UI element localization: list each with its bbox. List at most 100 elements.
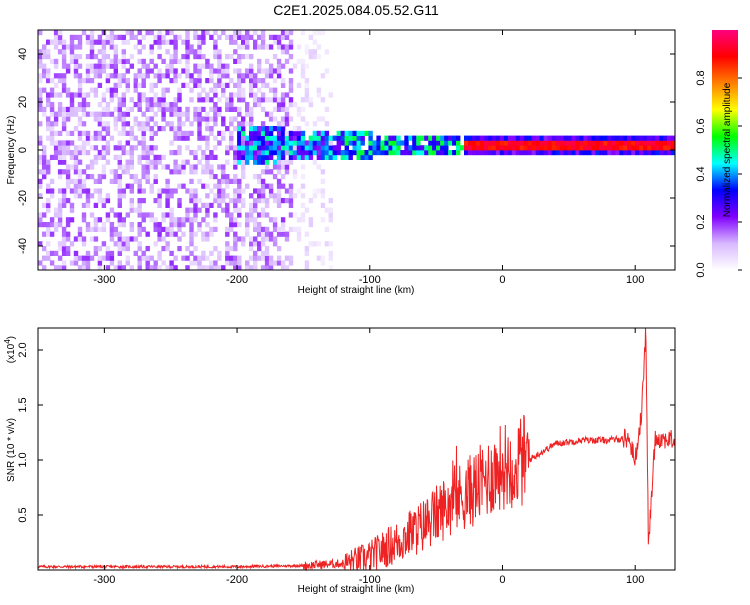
spectrogram-cell-1568 <box>276 73 282 79</box>
spectrogram-cell-622 <box>133 102 138 108</box>
spectrogram-cell-1305 <box>241 92 246 98</box>
spectrogram-cell-252 <box>73 54 79 60</box>
spectrogram-cell-277 <box>77 82 83 88</box>
spectrogram-cell-1947 <box>464 150 469 156</box>
spectrogram-cell-234 <box>73 193 79 199</box>
spectrogram-cell-1806 <box>328 241 333 247</box>
spectrogram-cell-415 <box>101 154 107 160</box>
spectrogram-cell-351 <box>89 49 95 55</box>
spectrogram-cells <box>38 30 676 271</box>
spectrogram-cell-1757 <box>316 241 322 247</box>
spectrogram-cell-229 <box>69 34 75 40</box>
spectrogram-cell-1125 <box>217 265 222 271</box>
spectrogram-cell-911 <box>181 169 186 175</box>
colorbar-tick-label-2: 0.4 <box>695 166 707 181</box>
spectrogram-cell-24 <box>38 49 43 55</box>
spectrogram-cell-1786 <box>320 116 326 122</box>
spectrogram-cell-573 <box>125 169 130 175</box>
spectrogram-cell-1691 <box>300 193 306 199</box>
spectrogram-cell-1165 <box>221 73 226 79</box>
spectrogram-cell-46 <box>42 54 47 60</box>
spectrogram-cell-478 <box>109 34 115 40</box>
spectrogram-cell-2000 <box>515 145 521 151</box>
spectrogram-cell-261 <box>77 188 83 194</box>
spectrogram-cell-12 <box>38 135 43 141</box>
spectrogram-cell-65 <box>46 121 51 127</box>
spectrogram-cell-1414 <box>257 145 262 151</box>
spectrogram-cell-1441 <box>260 178 266 184</box>
spectrogram-cell-985 <box>193 150 198 156</box>
spectrogram-cell-1732 <box>308 154 314 160</box>
spectrogram-cell-589 <box>129 265 134 271</box>
spectrogram-cell-1508 <box>268 116 274 122</box>
spectrogram-cell-1224 <box>233 236 238 242</box>
spectrogram-cell-324 <box>85 130 91 136</box>
spectrogram-cell-754 <box>153 92 158 98</box>
snr-x-tick-label-1: -200 <box>226 574 248 586</box>
spectrogram-cell-131 <box>57 188 63 194</box>
spectrogram-cell-888 <box>177 183 182 189</box>
spectrogram-cell-540 <box>121 241 126 247</box>
spectrogram-cell-1284 <box>237 34 242 40</box>
spectrogram-cell-1303 <box>241 116 246 122</box>
spectrogram-cell-983 <box>193 164 198 170</box>
spectrogram-cell-1122 <box>213 44 218 50</box>
spectrogram-cell-1296 <box>241 150 246 156</box>
spectrogram-cell-1017 <box>197 78 202 84</box>
spectrogram-cell-436 <box>105 246 111 252</box>
spectrogram-cell-1703 <box>300 97 306 103</box>
spectrogram-cell-2072 <box>587 145 592 151</box>
spectrogram-cell-1608 <box>284 236 290 242</box>
spectrogram-cell-704 <box>145 116 150 122</box>
spectrogram-cell-1487 <box>264 73 270 79</box>
spectrogram-cell-1293 <box>241 164 246 170</box>
spectrogram-cell-675 <box>141 130 146 136</box>
spectrogram-cell-612 <box>129 30 134 36</box>
spectrogram-cell-1480 <box>264 140 270 146</box>
spectrogram-cell-315 <box>85 202 91 208</box>
spectrogram-cell-1866 <box>368 130 373 136</box>
spectrogram-cell-1185 <box>225 145 230 151</box>
spectrogram-cell-2105 <box>619 140 624 146</box>
spectrogram-cell-1046 <box>201 34 206 40</box>
spectrogram-cell-2146 <box>659 135 664 141</box>
spectrogram-cell-117 <box>53 44 59 50</box>
spectrogram-cell-388 <box>97 178 103 184</box>
spectrogram-cell-1184 <box>225 150 230 156</box>
spectrogram-cell-1359 <box>249 92 254 98</box>
spectrogram-cell-1670 <box>292 63 298 69</box>
spectrogram-cell-411 <box>101 198 107 204</box>
spectrogram-cell-958 <box>189 188 194 194</box>
spectrogram-cell-2113 <box>627 140 632 146</box>
spectrogram-cell-352 <box>89 44 95 50</box>
spectrogram-cell-935 <box>185 106 190 112</box>
spectrogram-cell-610 <box>129 54 134 60</box>
spectrogram-cell-946 <box>185 30 190 36</box>
spectrogram-cell-1437 <box>260 198 266 204</box>
spectrogram-cell-975 <box>193 217 198 223</box>
spectrogram-cell-839 <box>169 188 174 194</box>
spectrogram-cell-1794 <box>324 150 330 156</box>
spectrogram-cell-2068 <box>583 145 588 151</box>
spectrogram-cell-108 <box>53 130 59 136</box>
spectrogram-cell-1380 <box>253 188 258 194</box>
spectrogram-cell-2063 <box>579 150 584 156</box>
spectrogram-cell-799 <box>161 97 166 103</box>
spectrogram-cell-2 <box>38 222 43 228</box>
spectrogram-cell-1261 <box>237 183 242 189</box>
spectrogram-cell-2136 <box>651 145 656 151</box>
spectrogram-cell-1985 <box>499 140 505 146</box>
spectrogram-cell-102 <box>53 212 59 218</box>
spectrogram-cell-1772 <box>320 260 326 266</box>
spectrogram-cell-961 <box>189 164 194 170</box>
spectrogram-cell-1025 <box>197 34 202 40</box>
spectrogram-cell-416 <box>101 150 107 156</box>
spectrogram-cell-1297 <box>241 145 246 151</box>
spectrogram-cell-2025 <box>539 140 544 146</box>
spectrogram-cell-98 <box>53 265 59 271</box>
spectrogram-cell-1672 <box>296 231 302 237</box>
spectrogram-cell-513 <box>117 217 122 223</box>
spectrogram-cell-2093 <box>607 140 612 146</box>
spectrogram-cell-2157 <box>671 140 676 146</box>
spectrogram-cell-512 <box>117 222 122 228</box>
